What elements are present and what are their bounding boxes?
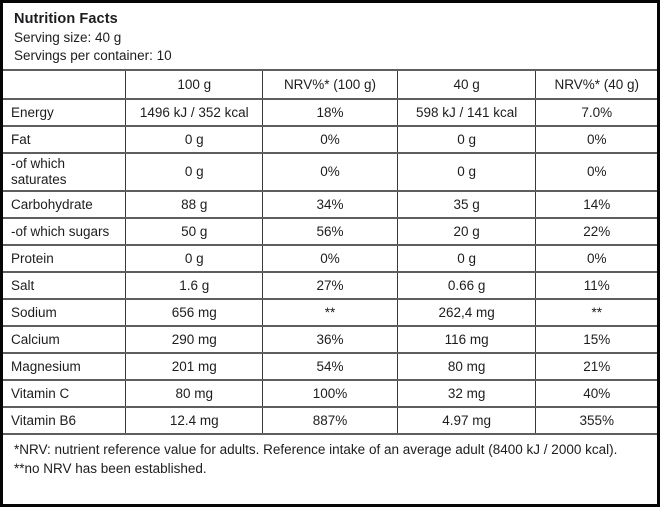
row-label: Vitamin C [3,379,126,407]
row-label: -of which saturates [3,152,126,191]
value-40g: 0 g [396,152,536,191]
value-40g: 0 g [396,244,536,272]
nrv-100g: 18% [262,98,398,126]
row-label: Energy [3,98,126,126]
label-header: Nutrition Facts Serving size: 40 g Servi… [3,3,657,69]
nrv-40g: ** [535,298,657,326]
nrv-100g: 0% [262,125,398,153]
value-40g: 80 mg [396,352,536,380]
table-row-saturates: -of which saturates 0 g 0% 0 g 0% [3,152,657,191]
nrv-40g: 0% [535,125,657,153]
table-row-sodium: Sodium 656 mg ** 262,4 mg ** [3,298,657,326]
nrv-100g: 27% [262,271,398,299]
value-100g: 50 g [125,217,263,245]
column-header-40g: 40 g [396,69,536,99]
value-40g: 4.97 mg [396,406,536,435]
nrv-footnote: *NRV: nutrient reference value for adult… [14,442,618,476]
nrv-40g: 0% [535,152,657,191]
column-header-nutrient [3,69,126,99]
nrv-40g: 0% [535,244,657,272]
row-label: -of which sugars [3,217,126,245]
nrv-100g: 0% [262,244,398,272]
value-100g: 80 mg [125,379,263,407]
value-100g: 1496 kJ / 352 kcal [125,98,263,126]
table-row-vitamin-c: Vitamin C 80 mg 100% 32 mg 40% [3,379,657,407]
nrv-100g: 36% [262,325,398,353]
table-row-carbohydrate: Carbohydrate 88 g 34% 35 g 14% [3,190,657,218]
nrv-40g: 15% [535,325,657,353]
servings-per-container-text: Servings per container: 10 [14,48,172,63]
value-40g: 598 kJ / 141 kcal [396,98,536,126]
row-label: Magnesium [3,352,126,380]
table-row-protein: Protein 0 g 0% 0 g 0% [3,244,657,272]
nrv-100g: 0% [262,152,398,191]
value-100g: 656 mg [125,298,263,326]
value-40g: 262,4 mg [396,298,536,326]
column-header-nrv-40g: NRV%* (40 g) [535,69,657,99]
nrv-100g: 100% [262,379,398,407]
nrv-100g: 56% [262,217,398,245]
row-label: Protein [3,244,126,272]
value-100g: 0 g [125,125,263,153]
serving-size-text: Serving size: 40 g [14,30,122,45]
table-row-energy: Energy 1496 kJ / 352 kcal 18% 598 kJ / 1… [3,98,657,126]
table-row-fat: Fat 0 g 0% 0 g 0% [3,125,657,153]
nrv-100g: ** [262,298,398,326]
value-40g: 32 mg [396,379,536,407]
column-header-nrv-100g: NRV%* (100 g) [262,69,398,99]
value-100g: 1.6 g [125,271,263,299]
value-40g: 20 g [396,217,536,245]
value-100g: 88 g [125,190,263,218]
nrv-40g: 40% [535,379,657,407]
value-40g: 116 mg [396,325,536,353]
nrv-40g: 7.0% [535,98,657,126]
value-40g: 35 g [396,190,536,218]
nrv-100g: 887% [262,406,398,435]
value-100g: 201 mg [125,352,263,380]
table-row-salt: Salt 1.6 g 27% 0.66 g 11% [3,271,657,299]
nrv-100g: 34% [262,190,398,218]
table-row-vitamin-b6: Vitamin B6 12.4 mg 887% 4.97 mg 355% [3,406,657,435]
row-label: Salt [3,271,126,299]
column-header-100g: 100 g [125,69,263,99]
nrv-40g: 11% [535,271,657,299]
nrv-40g: 14% [535,190,657,218]
nrv-40g: 21% [535,352,657,380]
row-label: Sodium [3,298,126,326]
table-header-row: 100 g NRV%* (100 g) 40 g NRV%* (40 g) [3,69,657,99]
row-label: Carbohydrate [3,190,126,218]
value-100g: 0 g [125,152,263,191]
nrv-40g: 22% [535,217,657,245]
table-row-magnesium: Magnesium 201 mg 54% 80 mg 21% [3,352,657,380]
row-label: Calcium [3,325,126,353]
nrv-40g: 355% [535,406,657,435]
table-row-calcium: Calcium 290 mg 36% 116 mg 15% [3,325,657,353]
value-100g: 0 g [125,244,263,272]
nrv-100g: 54% [262,352,398,380]
table-row-sugars: -of which sugars 50 g 56% 20 g 22% [3,217,657,245]
row-label: Vitamin B6 [3,406,126,435]
row-label: Fat [3,125,126,153]
value-40g: 0.66 g [396,271,536,299]
nutrition-table: 100 g NRV%* (100 g) 40 g NRV%* (40 g) En… [3,69,657,435]
value-100g: 12.4 mg [125,406,263,435]
value-40g: 0 g [396,125,536,153]
label-title: Nutrition Facts [14,11,118,27]
value-100g: 290 mg [125,325,263,353]
